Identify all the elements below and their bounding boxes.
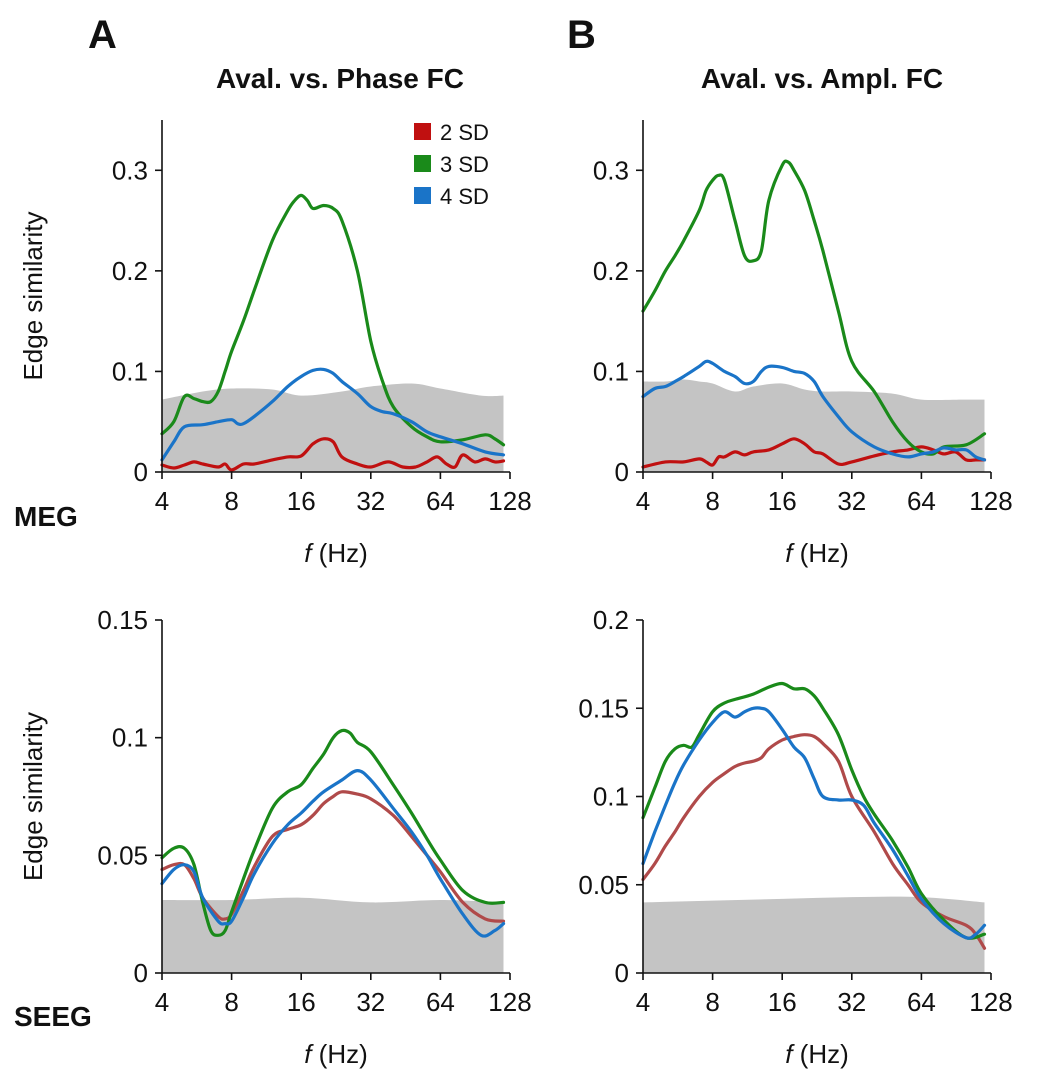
x-tick-label: 32 (356, 486, 385, 516)
chart-panel-a-meg: 4 8 16 32 64 128 0 0.1 0.2 0.3 f (Hz) Edge similari… (18, 120, 532, 568)
x-tick-label: 16 (768, 486, 797, 516)
y-tick-label: 0 (134, 457, 148, 487)
x-tick-label: 4 (155, 987, 169, 1017)
x-axis-title-italic: f (785, 1039, 795, 1069)
x-tick-label: 16 (287, 987, 316, 1017)
series-line-3sd (160, 728, 506, 937)
x-tick-label: 16 (287, 486, 316, 516)
x-tick-label: 4 (636, 486, 650, 516)
legend-label-3sd: 3 SD (440, 152, 489, 177)
x-tick-label: 32 (356, 987, 385, 1017)
y-tick-label: 0.3 (112, 155, 148, 185)
series-line-4sd (160, 769, 506, 938)
y-tick-label: 0.1 (593, 356, 629, 386)
x-tick-label: 128 (488, 486, 531, 516)
chart-panel-b-meg: 4 8 16 32 64 128 0 0.1 0.2 0.3 f (Hz) (593, 120, 1013, 568)
series-line-4sd (641, 359, 987, 462)
series-line-4sd (160, 367, 506, 462)
x-tick-label: 128 (969, 486, 1012, 516)
y-tick-label: 0.3 (593, 155, 629, 185)
x-tick-label: 64 (907, 987, 936, 1017)
x-axis-title-unit: (Hz) (311, 1039, 367, 1069)
y-tick-label: 0.1 (593, 782, 629, 812)
x-tick-label: 8 (705, 486, 719, 516)
chart-panel-b-seeg: 4 8 16 32 64 128 0 0.05 0.1 0.15 0.2 f (Hz) (578, 605, 1012, 1069)
y-tick-label: 0.2 (593, 605, 629, 635)
panel-letter-b: B (567, 13, 596, 57)
x-tick-label: 8 (224, 486, 238, 516)
null-band (162, 897, 504, 973)
row-label-seeg: SEEG (14, 1001, 92, 1032)
y-tick-label: 0.05 (97, 840, 148, 870)
x-tick-label: 16 (768, 987, 797, 1017)
null-band (643, 379, 985, 472)
column-title-amplitude: Aval. vs. Ampl. FC (701, 63, 943, 94)
series-line-2sd (160, 437, 506, 472)
y-tick-label: 0.2 (112, 256, 148, 286)
legend-label-4sd: 4 SD (440, 184, 489, 209)
series-line-3sd (160, 193, 506, 447)
x-tick-label: 32 (837, 486, 866, 516)
y-tick-label: 0.2 (593, 256, 629, 286)
x-tick-label: 64 (426, 486, 455, 516)
x-tick-label: 4 (155, 486, 169, 516)
series-line-4sd (641, 706, 987, 940)
x-axis-title-unit: (Hz) (792, 538, 848, 568)
x-tick-label: 8 (705, 987, 719, 1017)
x-axis-title: f (Hz) (304, 538, 368, 568)
x-tick-label: 8 (224, 987, 238, 1017)
series-line-3sd (641, 681, 987, 940)
x-tick-label: 32 (837, 987, 866, 1017)
y-tick-label: 0.05 (578, 870, 629, 900)
panel-letter-a: A (88, 13, 117, 57)
row-label-meg: MEG (14, 501, 78, 532)
x-axis-title: f (Hz) (304, 1039, 368, 1069)
y-tick-label: 0.15 (578, 693, 629, 723)
series-line-3sd (641, 159, 987, 456)
y-tick-label: 0.1 (112, 356, 148, 386)
legend-swatch-3sd (414, 155, 431, 172)
legend: 2 SD 3 SD 4 SD (414, 120, 489, 209)
legend-swatch-4sd (414, 187, 431, 204)
x-axis-title-italic: f (785, 538, 795, 568)
y-tick-label: 0 (134, 958, 148, 988)
y-tick-label: 0.15 (97, 605, 148, 635)
null-band (643, 896, 985, 973)
column-title-phase: Aval. vs. Phase FC (216, 63, 464, 94)
chart-panel-a-seeg: 4 8 16 32 64 128 0 0.05 0.1 0.15 f (Hz) Edge simila… (18, 605, 532, 1069)
x-tick-label: 128 (488, 987, 531, 1017)
null-band (162, 383, 504, 472)
y-tick-label: 0 (615, 457, 629, 487)
x-axis-title-unit: (Hz) (311, 538, 367, 568)
x-axis-title-italic: f (304, 538, 314, 568)
x-tick-label: 128 (969, 987, 1012, 1017)
y-axis-title: Edge similarity (18, 712, 48, 881)
x-axis-title: f (Hz) (785, 538, 849, 568)
x-tick-label: 4 (636, 987, 650, 1017)
y-tick-label: 0.1 (112, 723, 148, 753)
x-axis-title: f (Hz) (785, 1039, 849, 1069)
legend-label-2sd: 2 SD (440, 120, 489, 145)
y-tick-label: 0 (615, 958, 629, 988)
x-tick-label: 64 (907, 486, 936, 516)
x-axis-title-unit: (Hz) (792, 1039, 848, 1069)
legend-swatch-2sd (414, 123, 431, 140)
y-axis-title: Edge similarity (18, 211, 48, 380)
x-axis-title-italic: f (304, 1039, 314, 1069)
x-tick-label: 64 (426, 987, 455, 1017)
